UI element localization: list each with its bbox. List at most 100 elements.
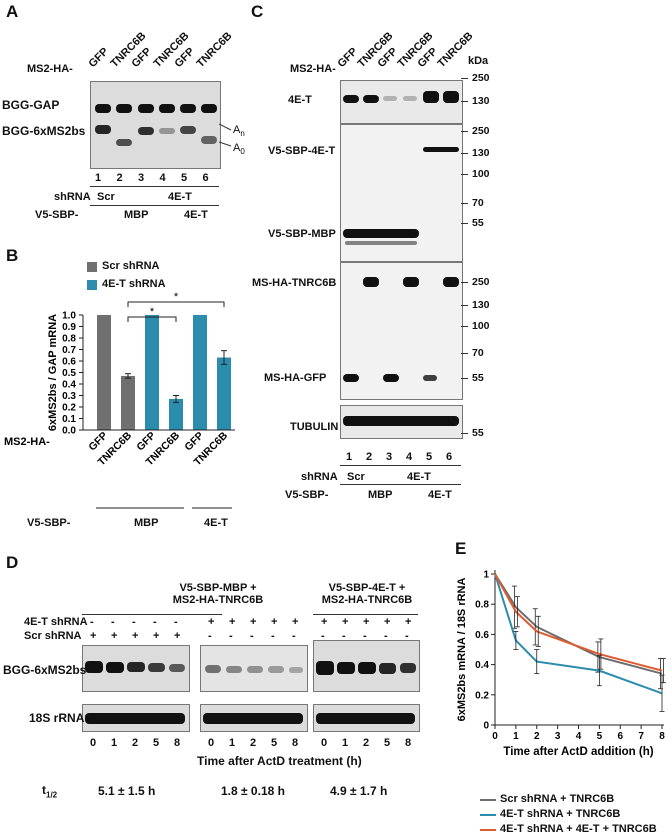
panel-d-xlabel: Time after ActD treatment (h) (197, 754, 362, 768)
panel-e-x-tick-label: 1 (513, 731, 519, 742)
panel-e-x-tick-label: 6 (617, 731, 623, 742)
panel-d-blot-18s-group3 (313, 704, 420, 732)
panel-b-v5-label: V5-SBP- (27, 517, 71, 529)
panel-b-bar (169, 398, 183, 430)
panel-c-v5-label: V5-SBP- (285, 489, 329, 501)
panel-e-series-line (494, 573, 663, 672)
panel-b-letter: B (6, 246, 19, 265)
panel-b-sig-bracket (127, 316, 177, 322)
panel-c-marker-tick (461, 326, 468, 327)
panel-e-x-tick-label: 3 (555, 731, 561, 742)
panel-c-lane-number: 6 (446, 451, 453, 463)
panel-d-timepoint: 2 (132, 737, 139, 749)
panel-e-legend-entry: 4E-T shRNA + 4E-T + TNRC6B (500, 823, 657, 835)
panel-e-line-chart: 0 0.2 0.4 0.6 0.8 1 0 1 2 3 4 5 6 7 8 6xMS2bs mRNA / 18… (456, 570, 666, 758)
panel-d-group2-rule (313, 614, 418, 615)
panel-d-timepoint: 2 (363, 737, 370, 749)
panel-d-row-bgg-6xms2bs: BGG-6xMS2bs (3, 663, 87, 677)
panel-a-lane-header: GFP (86, 45, 111, 70)
panel-e-y-tick-label: 1 (483, 570, 489, 581)
panel-d-sign-scr: - (292, 630, 296, 642)
panel-b-y-tick-label: 1.0 (62, 311, 76, 322)
panel-c-size-marker: 55 (472, 217, 484, 229)
panel-c-size-marker: 70 (472, 197, 484, 209)
panel-c-lane-rule (340, 465, 461, 466)
panel-b-y-tick-label: 0.6 (62, 357, 76, 368)
panel-b-sig-star: * (174, 291, 179, 303)
panel-e-series-line (494, 573, 663, 675)
panel-b-y-tick-label: 0.5 (62, 368, 76, 379)
panel-d-sign-4et: + (271, 616, 278, 628)
panel-d-sign-4et: + (292, 616, 299, 628)
panel-b-bar (193, 315, 207, 430)
panel-a-shrna-rule (90, 205, 219, 206)
panel-a-v5-4et: 4E-T (184, 209, 208, 221)
panel-c-blot-tubulin (340, 405, 463, 439)
panel-c-size-marker: 130 (472, 299, 490, 311)
panel-d-sign-scr: + (153, 630, 160, 642)
panel-e-y-tick-label: 0.8 (475, 600, 489, 611)
panel-b-y-tick-label: 0.3 (62, 391, 76, 402)
panel-d-blot-18s-group2 (200, 704, 308, 732)
panel-c-size-marker: 55 (472, 427, 484, 439)
panel-c-size-marker: 70 (472, 347, 484, 359)
panel-c-marker-tick (461, 282, 468, 283)
panel-c-marker-tick (461, 153, 468, 154)
panel-d-row-scr-shrna: Scr shRNA (24, 630, 82, 642)
panel-d-row-4et-shrna: 4E-T shRNA (24, 616, 88, 628)
panel-c-blot-v5 (340, 124, 463, 262)
panel-a-lane-rule (90, 186, 219, 187)
panel-c-v5-mbp: MBP (368, 489, 393, 501)
panel-a-shrna-4et: 4E-T (168, 191, 192, 203)
panel-e-legend-entry: 4E-T shRNA + TNRC6B (500, 808, 621, 820)
panel-a-lane-number: 6 (202, 172, 209, 184)
panel-d-blot-bgg-group2 (200, 645, 308, 692)
panel-c-marker-tick (461, 305, 468, 306)
panel-b-sig-bracket (127, 301, 225, 307)
panel-c-shrna-scr: Scr (347, 471, 365, 483)
panel-d-sign-4et: - (174, 616, 178, 628)
panel-a-letter: A (6, 2, 19, 21)
panel-e-legend-swatch (480, 814, 496, 816)
panel-e-legend-swatch (480, 799, 496, 801)
panel-d-sign-4et: + (342, 616, 349, 628)
panel-d-timepoint: 5 (153, 737, 160, 749)
panel-e-x-tick-label: 0 (492, 731, 498, 742)
panel-e-legend-entry: Scr shRNA + TNRC6B (500, 793, 615, 805)
panel-c-marker-tick (461, 353, 468, 354)
panel-e-x-label: Time after ActD addition (h) (503, 746, 653, 758)
panel-b-y-tick-label: 0.1 (62, 414, 76, 425)
panel-e-x-tick-label: 5 (597, 731, 603, 742)
panel-c-marker-tick (461, 203, 468, 204)
panel-a-lane-number: 2 (116, 172, 123, 184)
panel-d-group1-rule (82, 614, 222, 615)
panel-c-v5-4et: 4E-T (428, 489, 452, 501)
panel-b-y-tick-label: 0.9 (62, 322, 76, 333)
panel-c-marker-tick (461, 378, 468, 379)
panel-d-sign-scr: - (321, 630, 325, 642)
panel-d-sign-scr: + (174, 630, 181, 642)
panel-d-sign-scr: - (384, 630, 388, 642)
panel-a-an-label: An (233, 124, 245, 139)
panel-b-bar (145, 315, 159, 430)
panel-e-x-tick-label: 4 (576, 731, 582, 742)
panel-b-bar (121, 375, 135, 430)
panel-d-sign-scr: - (271, 630, 275, 642)
panel-e-x-tick-label: 8 (659, 731, 665, 742)
panel-d-sign-scr: - (342, 630, 346, 642)
panel-a-lane-number: 4 (159, 172, 166, 184)
panel-a-ms2-label: MS2-HA- (27, 63, 73, 75)
panel-c-letter: C (251, 2, 264, 21)
panel-e-y-tick-label: 0.4 (475, 660, 489, 671)
panel-c-row-v5-sbp-mbp: V5-SBP-MBP (268, 228, 336, 240)
panel-d-blot-18s-group1 (82, 704, 190, 732)
panel-b-legend-4et: 4E-T shRNA (102, 278, 166, 290)
panel-a-row-bgg-6xms2bs: BGG-6xMS2bs (2, 124, 86, 138)
panel-a-v5-mbp: MBP (124, 209, 149, 221)
panel-c-lane-header: GFP (335, 45, 360, 70)
panel-d-sign-scr: + (132, 630, 139, 642)
panel-c-size-marker: 250 (472, 276, 490, 288)
panel-b-y-label: 6xMS2bs / GAP mRNA (47, 314, 59, 431)
panel-e-legend-swatch (480, 829, 496, 831)
panel-a-lane-number: 5 (181, 172, 188, 184)
